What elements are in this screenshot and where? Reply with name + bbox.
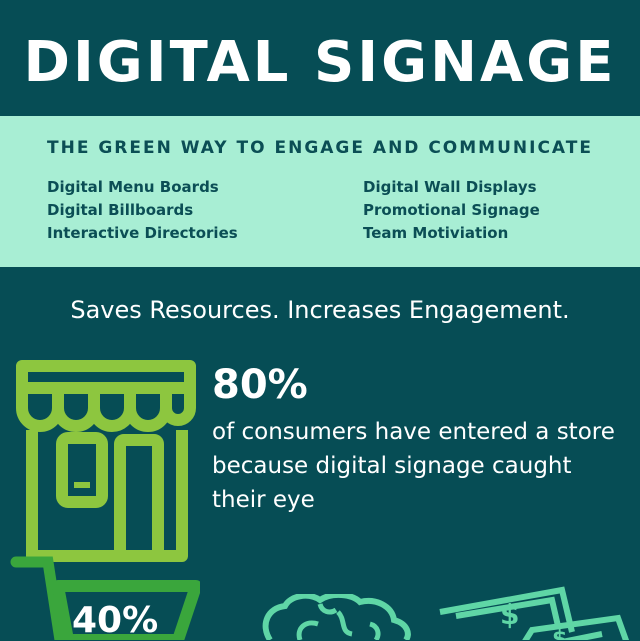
feature-item: Promotional Signage [363, 201, 540, 219]
feature-item: Digital Menu Boards [47, 178, 219, 196]
storefront-icon [16, 360, 196, 562]
svg-text:$: $ [500, 598, 519, 631]
features-band: THE GREEN WAY TO ENGAGE AND COMMUNICATE … [0, 116, 640, 267]
feature-item: Digital Billboards [47, 201, 194, 219]
feature-item: Interactive Directories [47, 224, 238, 242]
features-right: Digital Wall Displays Promotional Signag… [363, 176, 540, 245]
features-left: Digital Menu Boards Digital Billboards I… [47, 176, 238, 245]
tagline: Saves Resources. Increases Engagement. [70, 296, 570, 324]
stat-80-value: 80% [212, 362, 308, 408]
svg-text:$: $ [552, 627, 567, 640]
stat-80-text: of consumers have entered a store becaus… [212, 419, 615, 513]
feature-item: Digital Wall Displays [363, 178, 537, 196]
money-icon: $ $ [439, 586, 630, 640]
brain-icon [262, 594, 411, 640]
stat-40-value: 40% [72, 600, 159, 641]
feature-item: Team Motiviation [363, 224, 509, 242]
band-subtitle: THE GREEN WAY TO ENGAGE AND COMMUNICATE [47, 138, 593, 158]
shopping-cart-icon [10, 556, 200, 640]
page-title: DIGITAL SIGNAGE [23, 30, 617, 95]
